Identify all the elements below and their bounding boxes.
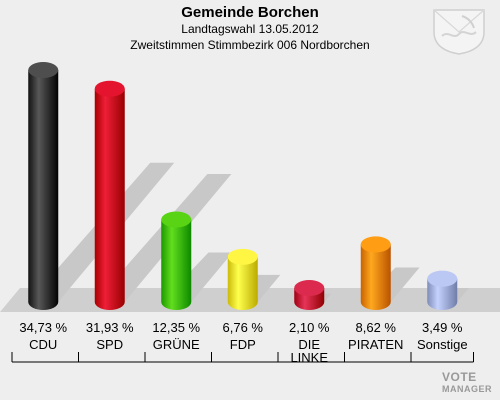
category-label: PIRATEN — [348, 337, 404, 352]
bar-piraten — [360, 236, 391, 310]
bar-body — [28, 70, 59, 310]
bar-cdu — [28, 62, 59, 310]
bar-spd — [94, 80, 125, 311]
chart-subtitle: Landtagswahl 13.05.2012 — [181, 22, 319, 36]
value-label: 34,73 % — [19, 320, 68, 335]
bar-fdp — [227, 248, 258, 310]
value-label: 3,49 % — [422, 320, 463, 335]
chart-title: Gemeinde Borchen — [181, 4, 319, 21]
bar-cap — [294, 279, 325, 296]
bar-body — [227, 256, 258, 310]
coat-of-arms-icon — [433, 9, 485, 55]
bar-cap — [94, 80, 125, 97]
watermark-line1: VOTE — [442, 370, 477, 384]
bar-cap — [360, 236, 391, 253]
category-label: SPD — [96, 337, 124, 352]
bar-cap — [227, 248, 258, 265]
value-label: 8,62 % — [355, 320, 396, 335]
category-label: Sonstige — [416, 337, 468, 352]
value-label: 2,10 % — [289, 320, 330, 335]
value-label: 6,76 % — [222, 320, 263, 335]
category-label: CDU — [29, 337, 58, 352]
bar-cap — [28, 62, 59, 78]
value-label: 12,35 % — [152, 320, 201, 335]
category-label: DIE LINKE — [290, 337, 329, 365]
bar-die-linke — [294, 279, 325, 310]
bar-body — [94, 88, 125, 311]
watermark-line2: MANAGER — [442, 384, 492, 394]
category-label: FDP — [229, 337, 256, 352]
value-label: 31,93 % — [85, 320, 134, 335]
bar-body — [161, 219, 192, 310]
bar-cap — [427, 270, 458, 287]
bar-cap — [161, 211, 192, 228]
watermark: VOTE MANAGER — [442, 370, 492, 394]
bar-sonstige — [427, 270, 458, 310]
category-label: GRÜNE — [152, 337, 200, 352]
bar-body — [360, 244, 391, 310]
chart-subtitle-2: Zweitstimmen Stimmbezirk 006 Nordborchen — [130, 38, 370, 52]
bar-body — [427, 278, 458, 310]
bar-gr-ne — [161, 211, 192, 310]
